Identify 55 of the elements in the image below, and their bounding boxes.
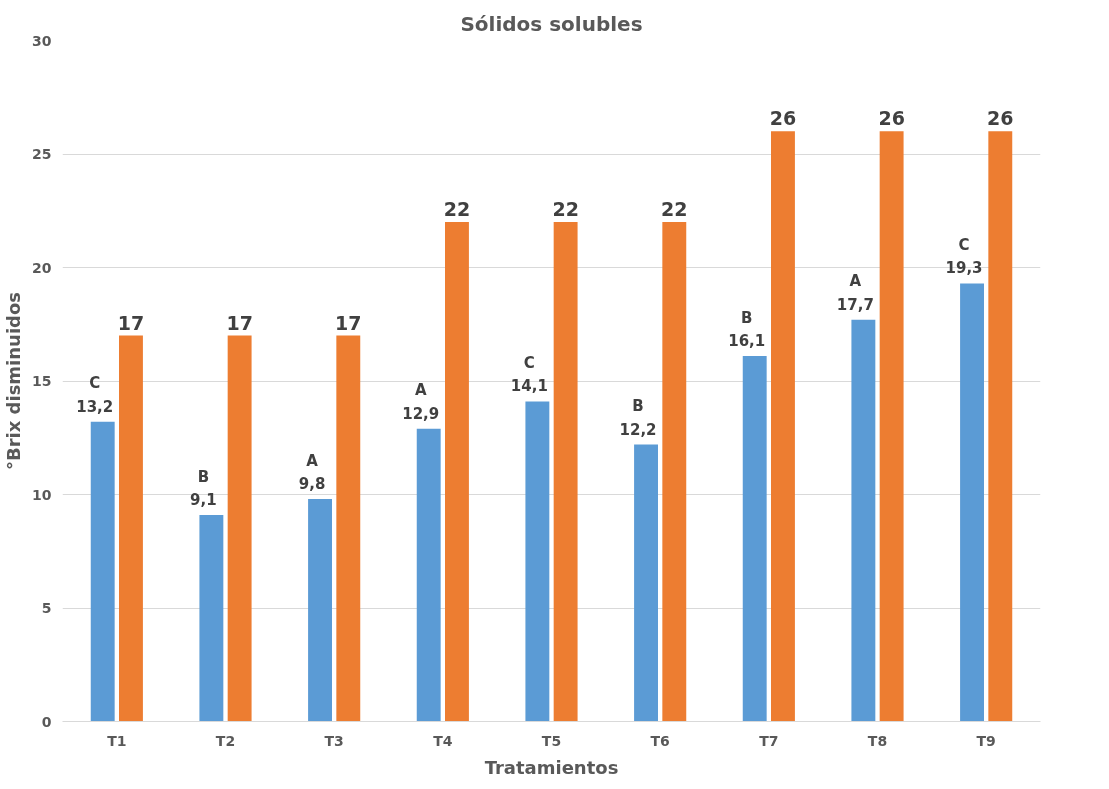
x-tick-label: T8 — [867, 732, 888, 749]
x-tick-label: T6 — [650, 732, 670, 749]
y-tick-label: 10 — [32, 486, 52, 503]
data-label: 17 — [335, 311, 362, 334]
x-tick-label: T3 — [324, 732, 344, 749]
y-tick-label: 15 — [32, 373, 52, 389]
bar — [119, 335, 143, 722]
y-tick-label: 20 — [32, 259, 52, 276]
data-label: 22 — [443, 198, 471, 221]
data-label: B 16,1 — [728, 308, 766, 351]
bar — [662, 222, 687, 722]
chart-title: Sólidos solubles — [460, 11, 643, 36]
data-label: A 17,7 — [836, 272, 874, 314]
bar — [227, 335, 252, 722]
bar — [308, 499, 332, 722]
data-label: A 9,8 — [298, 451, 326, 494]
data-label: C 14,1 — [510, 354, 548, 396]
bar — [771, 131, 795, 722]
bar — [445, 222, 469, 722]
data-label: 17 — [226, 311, 253, 334]
bar — [851, 319, 876, 722]
x-tick-label: T1 — [107, 732, 127, 749]
data-label: 26 — [769, 107, 797, 130]
x-tick-label: T2 — [215, 732, 236, 749]
bar — [742, 356, 767, 722]
data-label: C 13,2 — [76, 374, 114, 416]
y-tick-label: 5 — [41, 600, 52, 616]
y-axis-title: °Brix disminuidos — [3, 291, 25, 471]
bar — [879, 131, 904, 722]
x-axis-title: Tratamientos — [484, 756, 619, 778]
data-label: 22 — [661, 198, 688, 221]
x-tick-label: T7 — [759, 732, 779, 749]
y-tick-label: 30 — [32, 32, 52, 49]
bar — [525, 401, 550, 722]
data-label: A 12,9 — [402, 381, 440, 423]
x-tick-label: T5 — [541, 732, 562, 749]
bar — [336, 335, 361, 722]
x-tick-label: T9 — [976, 732, 996, 749]
data-label: B 9,1 — [190, 467, 217, 509]
bar — [553, 222, 578, 722]
data-label: C 19,3 — [945, 235, 983, 278]
data-label: 22 — [552, 198, 579, 221]
bar — [416, 428, 441, 722]
bar — [634, 444, 658, 722]
bar — [988, 131, 1013, 722]
bar — [90, 421, 115, 722]
data-label: 17 — [117, 311, 145, 334]
bar — [199, 514, 224, 722]
data-label: 26 — [878, 107, 905, 130]
data-label: 26 — [987, 107, 1014, 130]
bar — [960, 283, 984, 722]
y-tick-label: 0 — [41, 713, 52, 730]
y-tick-label: 25 — [32, 146, 52, 162]
x-tick-label: T4 — [433, 732, 453, 749]
data-label: B 12,2 — [619, 397, 657, 439]
